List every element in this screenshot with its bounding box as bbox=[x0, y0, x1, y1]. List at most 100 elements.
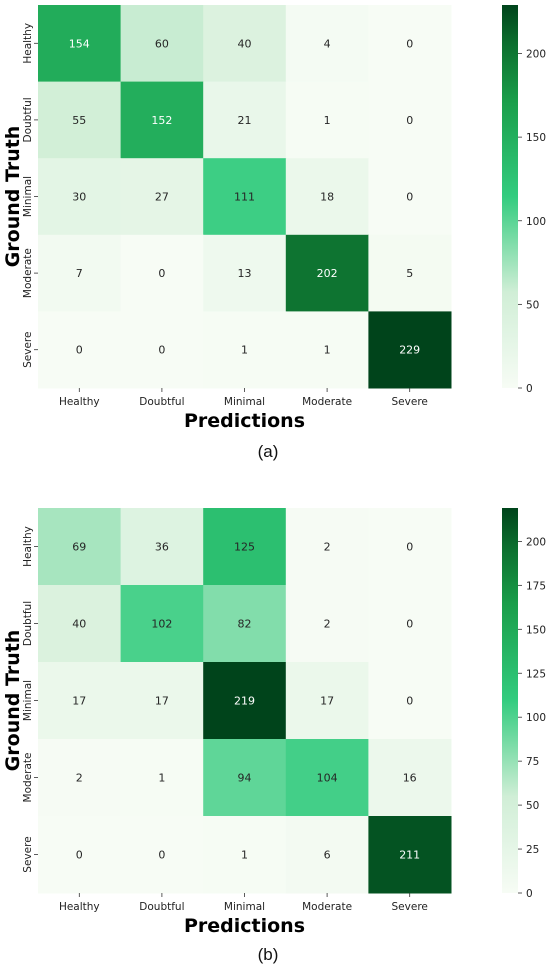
heatmap-cell bbox=[120, 234, 204, 312]
cell-value-label: 36 bbox=[155, 541, 169, 554]
cell-value-label: 154 bbox=[69, 37, 90, 50]
y-tick-label: Severe bbox=[22, 836, 34, 872]
heatmap-cell bbox=[38, 81, 122, 159]
heatmap-cell bbox=[285, 311, 369, 389]
heatmap-cell bbox=[38, 662, 122, 740]
confusion-matrix-b: 69 36 125 2 040 102 82 2 017 17 219 17 02 1 94 104 160 0 1… bbox=[2, 508, 546, 937]
x-tick-label: Doubtful bbox=[139, 396, 184, 408]
heatmap-cell bbox=[203, 585, 287, 663]
colorbar bbox=[502, 5, 518, 388]
heatmap-cell bbox=[38, 816, 122, 894]
cell-value-label: 55 bbox=[72, 114, 86, 127]
cell-value-label: 2 bbox=[324, 618, 331, 631]
colorbar-tick-label: 100 bbox=[526, 216, 546, 228]
y-tick-label: Minimal bbox=[22, 680, 34, 721]
colorbar-tick-label: 50 bbox=[526, 299, 539, 311]
heatmap-cell bbox=[203, 311, 287, 389]
heatmap-cell bbox=[120, 662, 204, 740]
heatmap-cell bbox=[120, 508, 204, 586]
heatmap-cell bbox=[120, 585, 204, 663]
heatmap-cell bbox=[38, 311, 122, 389]
cell-value-label: 60 bbox=[155, 37, 169, 50]
x-axis-title: Predictions bbox=[184, 915, 305, 937]
cell-value-label: 17 bbox=[155, 695, 169, 708]
heatmap-cell bbox=[120, 5, 204, 83]
cell-value-label: 202 bbox=[317, 267, 338, 280]
y-tick-label: Healthy bbox=[22, 23, 34, 64]
colorbar-tick-label: 125 bbox=[526, 668, 546, 680]
heatmap-cell bbox=[38, 739, 122, 817]
colorbar-tick-label: 75 bbox=[526, 756, 539, 768]
heatmap-cell bbox=[120, 81, 204, 159]
x-tick-label: Moderate bbox=[302, 901, 352, 913]
heatmap-cell bbox=[203, 158, 287, 236]
cell-value-label: 111 bbox=[234, 191, 255, 204]
heatmap-cell bbox=[120, 158, 204, 236]
cell-value-label: 4 bbox=[324, 37, 331, 50]
cell-value-label: 16 bbox=[403, 772, 417, 785]
heatmap-cell bbox=[203, 234, 287, 312]
heatmap-cell bbox=[120, 739, 204, 817]
heatmap-cell bbox=[368, 311, 452, 389]
cell-value-label: 152 bbox=[151, 114, 172, 127]
cell-value-label: 82 bbox=[238, 618, 252, 631]
heatmap-cell bbox=[285, 508, 369, 586]
colorbar-tick-label: 150 bbox=[526, 132, 546, 144]
heatmap-cell bbox=[285, 5, 369, 83]
heatmap-cell bbox=[285, 739, 369, 817]
cell-value-label: 104 bbox=[317, 772, 338, 785]
y-tick-label: Moderate bbox=[22, 248, 34, 298]
cell-value-label: 0 bbox=[158, 849, 165, 862]
x-tick-label: Severe bbox=[392, 901, 428, 913]
cell-value-label: 40 bbox=[238, 37, 252, 50]
colorbar bbox=[502, 508, 518, 893]
colorbar-tick-label: 175 bbox=[526, 580, 546, 592]
colorbar-tick-label: 200 bbox=[526, 536, 546, 548]
heatmap-cell bbox=[38, 234, 122, 312]
x-tick-label: Healthy bbox=[59, 901, 100, 913]
y-tick-label: Doubtful bbox=[22, 601, 34, 646]
y-axis-title: Ground Truth bbox=[2, 126, 24, 268]
cell-value-label: 211 bbox=[399, 849, 420, 862]
cell-value-label: 17 bbox=[320, 695, 334, 708]
heatmap-cell bbox=[38, 508, 122, 586]
cell-value-label: 69 bbox=[72, 541, 86, 554]
cell-value-label: 0 bbox=[406, 618, 413, 631]
heatmap-cell bbox=[368, 234, 452, 312]
heatmap-cell bbox=[203, 508, 287, 586]
colorbar-tick-label: 150 bbox=[526, 624, 546, 636]
heatmap-cell bbox=[38, 585, 122, 663]
cell-value-label: 0 bbox=[406, 37, 413, 50]
cell-value-label: 27 bbox=[155, 191, 169, 204]
panel-label-a: (a) bbox=[257, 442, 279, 461]
cell-value-label: 0 bbox=[158, 344, 165, 357]
heatmap-cell bbox=[285, 234, 369, 312]
x-tick-label: Severe bbox=[392, 396, 428, 408]
cell-value-label: 30 bbox=[72, 191, 86, 204]
heatmap-cell bbox=[203, 739, 287, 817]
heatmap-cell bbox=[368, 508, 452, 586]
colorbar-tick-label: 50 bbox=[526, 800, 539, 812]
heatmap-cell bbox=[285, 158, 369, 236]
y-tick-label: Healthy bbox=[22, 526, 34, 567]
cell-value-label: 21 bbox=[238, 114, 252, 127]
cell-value-label: 1 bbox=[158, 772, 165, 785]
x-axis-title: Predictions bbox=[184, 410, 305, 432]
cell-value-label: 1 bbox=[241, 344, 248, 357]
cell-value-label: 0 bbox=[76, 849, 83, 862]
cell-value-label: 1 bbox=[241, 849, 248, 862]
colorbar-tick-label: 25 bbox=[526, 844, 539, 856]
heatmap-cell bbox=[368, 662, 452, 740]
cell-value-label: 2 bbox=[76, 772, 83, 785]
cell-value-label: 102 bbox=[151, 618, 172, 631]
y-tick-label: Minimal bbox=[22, 176, 34, 217]
cell-value-label: 0 bbox=[158, 267, 165, 280]
cell-value-label: 40 bbox=[72, 618, 86, 631]
cell-value-label: 125 bbox=[234, 541, 255, 554]
x-tick-label: Minimal bbox=[224, 901, 265, 913]
colorbar-tick-label: 100 bbox=[526, 712, 546, 724]
panel-label-b: (b) bbox=[257, 945, 279, 964]
cell-value-label: 219 bbox=[234, 695, 255, 708]
cell-value-label: 5 bbox=[406, 267, 413, 280]
x-tick-label: Doubtful bbox=[139, 901, 184, 913]
